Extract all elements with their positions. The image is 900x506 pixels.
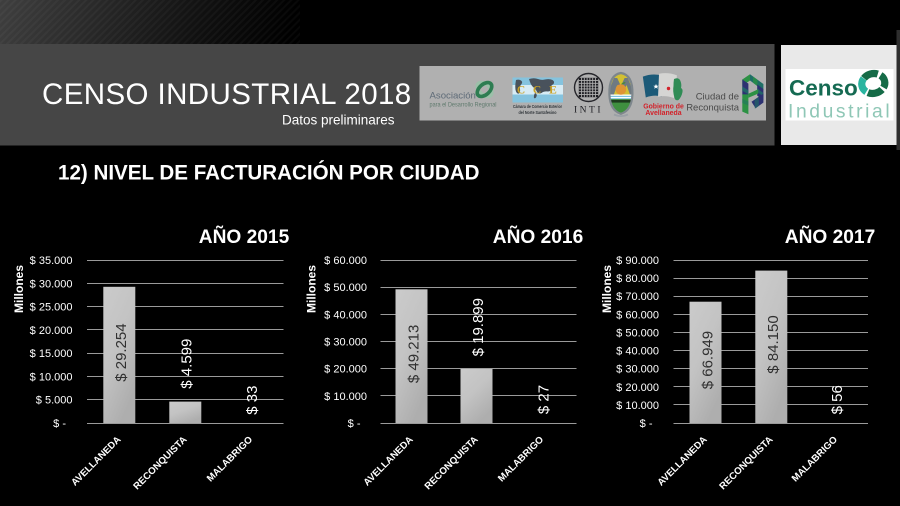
svg-text:Reconquista: Reconquista (686, 103, 740, 114)
svg-text:$ 4.599: $ 4.599 (179, 339, 196, 389)
svg-text:$ 49.213: $ 49.213 (405, 325, 422, 383)
svg-text:$ 27: $ 27 (535, 385, 552, 414)
svg-text:$ 15.000: $ 15.000 (30, 348, 73, 360)
svg-text:$ 35.000: $ 35.000 (30, 255, 73, 267)
svg-text:$ 90.000: $ 90.000 (616, 255, 659, 267)
svg-text:E: E (549, 85, 557, 97)
svg-text:$ 10.000: $ 10.000 (30, 371, 73, 383)
svg-text:$ -: $ - (53, 418, 66, 430)
svg-text:$ 30.000: $ 30.000 (616, 364, 659, 376)
svg-text:$ -: $ - (640, 418, 653, 430)
svg-text:AÑO 2016: AÑO 2016 (493, 226, 584, 248)
svg-text:$ 80.000: $ 80.000 (616, 273, 659, 285)
svg-text:$ 84.150: $ 84.150 (765, 315, 782, 373)
svg-text:$ 10.000: $ 10.000 (324, 391, 367, 403)
svg-text:Avellaneda: Avellaneda (645, 110, 681, 117)
svg-text:Millones: Millones (12, 265, 26, 313)
svg-text:del Norte Santafesino: del Norte Santafesino (519, 110, 557, 116)
svg-text:Cámara de Comercio Exterior: Cámara de Comercio Exterior (513, 104, 562, 110)
svg-text:$ 20.000: $ 20.000 (324, 364, 367, 376)
svg-text:C: C (533, 85, 541, 97)
svg-text:$ -: $ - (348, 418, 361, 430)
svg-text:AÑO 2017: AÑO 2017 (785, 226, 876, 248)
svg-text:$ 30.000: $ 30.000 (30, 278, 73, 290)
svg-text:$ 66.949: $ 66.949 (699, 331, 716, 389)
svg-text:12) NIVEL DE FACTURACIÓN POR C: 12) NIVEL DE FACTURACIÓN POR CIUDAD (58, 160, 480, 185)
svg-text:Millones: Millones (600, 265, 614, 313)
svg-text:$ 30.000: $ 30.000 (324, 337, 367, 349)
svg-text:$ 40.000: $ 40.000 (324, 309, 367, 321)
svg-text:$ 50.000: $ 50.000 (616, 327, 659, 339)
svg-text:Gobierno de: Gobierno de (643, 104, 684, 111)
svg-text:INTI: INTI (574, 106, 603, 116)
svg-text:$ 40.000: $ 40.000 (616, 346, 659, 358)
svg-text:Industrial: Industrial (788, 102, 892, 123)
svg-text:$ 56: $ 56 (829, 385, 846, 414)
svg-text:Millones: Millones (305, 265, 319, 313)
svg-text:$ 60.000: $ 60.000 (616, 309, 659, 321)
svg-text:para el Desarrollo Regional: para el Desarrollo Regional (430, 102, 497, 109)
svg-text:$ 50.000: $ 50.000 (324, 282, 367, 294)
svg-text:$ 29.254: $ 29.254 (113, 323, 130, 381)
svg-text:$ 70.000: $ 70.000 (616, 291, 659, 303)
svg-text:Censo: Censo (789, 76, 858, 101)
svg-text:$ 10.000: $ 10.000 (616, 400, 659, 412)
svg-text:Ciudad de: Ciudad de (696, 92, 739, 103)
svg-text:$ 20.000: $ 20.000 (616, 382, 659, 394)
svg-text:CENSO INDUSTRIAL 2018: CENSO INDUSTRIAL 2018 (42, 78, 412, 111)
svg-text:$ 25.000: $ 25.000 (30, 302, 73, 314)
svg-text:Datos preliminares: Datos preliminares (282, 113, 395, 128)
svg-text:$ 5.000: $ 5.000 (36, 395, 73, 407)
svg-text:$ 33: $ 33 (244, 385, 261, 414)
svg-text:AÑO 2015: AÑO 2015 (199, 226, 290, 248)
svg-text:Asociación: Asociación (430, 91, 476, 102)
svg-text:C: C (517, 85, 525, 97)
svg-text:$ 20.000: $ 20.000 (30, 325, 73, 337)
svg-text:$ 19.899: $ 19.899 (470, 298, 487, 356)
svg-text:$ 60.000: $ 60.000 (324, 255, 367, 267)
